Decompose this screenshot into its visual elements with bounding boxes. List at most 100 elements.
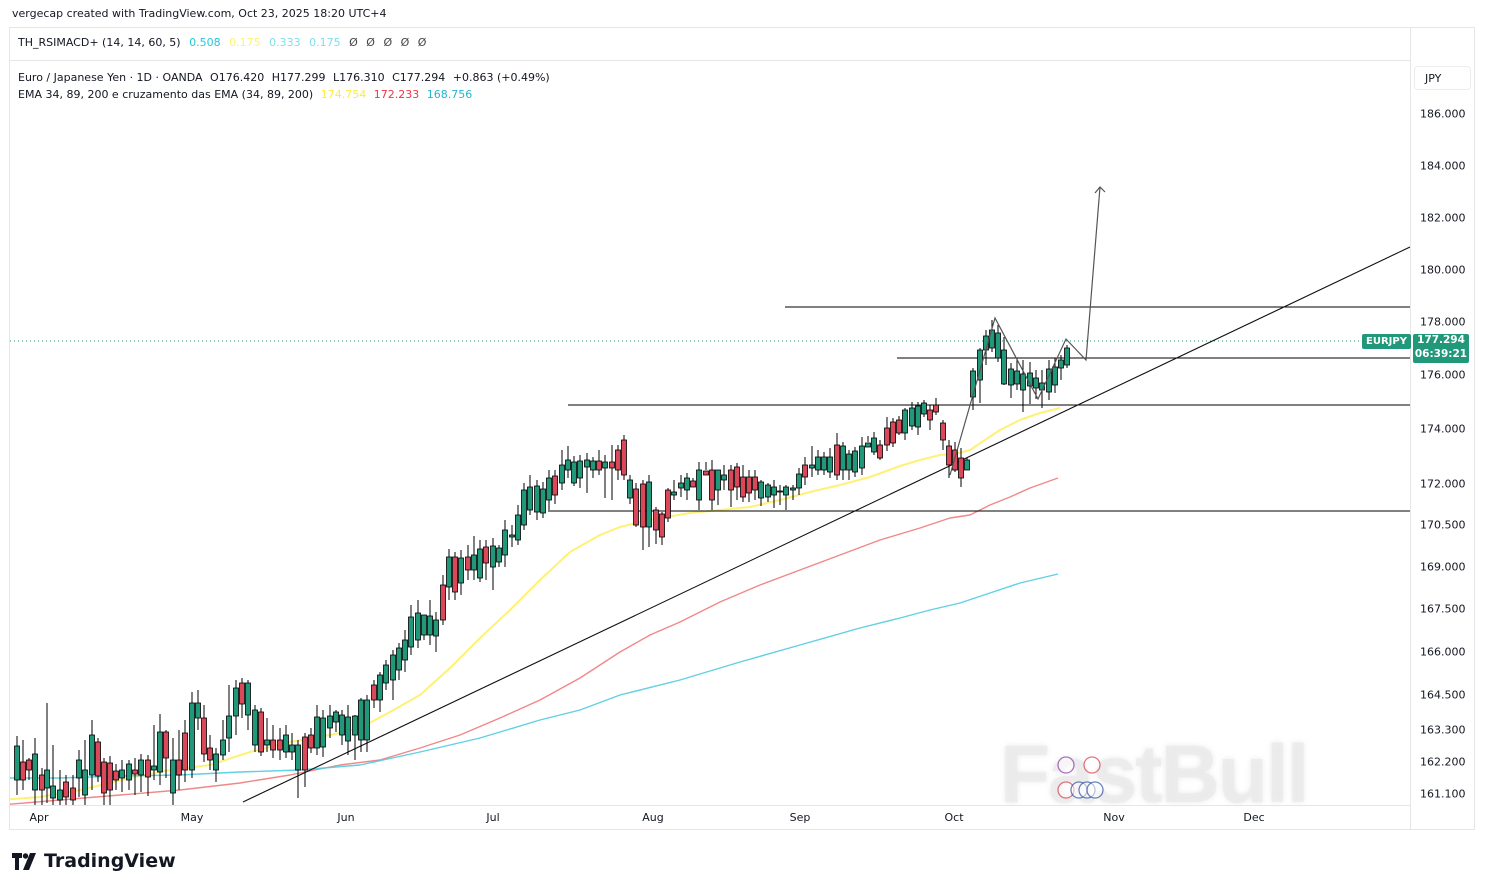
candle-up [964, 459, 970, 471]
candle-up [89, 734, 95, 776]
candle-up [571, 461, 577, 484]
candle-up [790, 487, 796, 491]
candle-down [308, 734, 314, 749]
candle-down [877, 444, 883, 459]
candle-up [1033, 377, 1039, 389]
candle-down [101, 761, 107, 794]
time-axis-label: Oct [944, 811, 964, 824]
candle-up [289, 744, 295, 753]
symbol-legend[interactable]: Euro / Japanese Yen · 1D · OANDA O176.42… [18, 69, 554, 103]
candle-down [39, 774, 45, 791]
candle-up [777, 490, 783, 493]
candle-up [509, 534, 515, 538]
ema-value: 174.754 [320, 88, 367, 101]
candle-up [827, 456, 833, 473]
candle-up [559, 464, 565, 484]
candle-up [433, 619, 439, 637]
candle-down [952, 449, 958, 471]
candle-up [540, 488, 546, 514]
time-axis-label: Aug [642, 811, 664, 824]
price-chart[interactable] [10, 60, 1410, 805]
candle-up [358, 699, 364, 741]
candle-down [958, 457, 964, 479]
candle-up [577, 460, 583, 479]
candle-up [126, 763, 132, 781]
candle-down [440, 584, 446, 621]
ema-line-ema200 [10, 573, 1059, 779]
ema-value: 172.233 [373, 88, 420, 101]
chart-frame [9, 27, 1475, 830]
indicator-value: 0.333 [269, 36, 301, 49]
candle-down [734, 466, 740, 488]
candle-up [295, 744, 301, 771]
candle-up [915, 405, 921, 428]
projection-path [949, 186, 1101, 476]
indicator-value: Ø [366, 36, 375, 49]
tradingview-brand: TradingView [44, 850, 176, 872]
price-axis-label: 161.100 [1420, 787, 1466, 801]
candle-down [207, 747, 213, 761]
candle-up [852, 450, 858, 473]
indicator-value: Ø [417, 36, 427, 49]
candle-down [483, 546, 489, 564]
candle-up [1008, 368, 1014, 386]
candle-up [534, 485, 540, 513]
candle-up [138, 759, 144, 776]
candle-up [364, 699, 370, 741]
candle-down [927, 409, 933, 421]
candle-down [640, 483, 646, 528]
candle-up [383, 664, 389, 684]
candle-up [1001, 349, 1007, 385]
candle-down [302, 736, 308, 771]
candle-down [371, 684, 377, 701]
candle-up [515, 514, 521, 541]
watermark-logo-icon [1086, 781, 1104, 799]
candle-up [1014, 370, 1020, 385]
price-axis-label: 169.000 [1420, 560, 1466, 574]
candle-up [32, 753, 38, 791]
price-axis-label: 170.500 [1420, 518, 1466, 532]
candle-down [465, 556, 471, 571]
indicator-legend[interactable]: TH_RSIMACD+ (14, 14, 60, 5) 0.508 0.175 … [18, 36, 431, 49]
candle-up [283, 734, 289, 753]
watermark-logo-icon [1083, 756, 1101, 774]
candle-down [752, 476, 758, 491]
price-axis-label: 176.000 [1420, 368, 1466, 382]
candle-up [1058, 359, 1064, 369]
price-axis-label: 166.000 [1420, 645, 1466, 659]
candle-up [44, 769, 50, 789]
candle-up [1020, 373, 1026, 391]
candle-down [107, 762, 113, 791]
indicator-value: 0.508 [189, 36, 221, 49]
candle-down [145, 759, 151, 778]
candle-down [884, 427, 890, 446]
candle-down [896, 419, 902, 434]
candle-up [765, 484, 771, 498]
candle-up [627, 479, 633, 499]
candle-up [796, 473, 802, 489]
candle-up [715, 469, 721, 491]
candle-up [314, 716, 320, 749]
candle-up [521, 489, 527, 526]
candle-up [1064, 347, 1070, 366]
candle-up [189, 702, 195, 771]
ema-legend-line: EMA 34, 89, 200 e cruzamento das EMA (34… [18, 86, 554, 103]
price-axis-label: 172.000 [1420, 477, 1466, 491]
candle-up [264, 739, 270, 746]
indicator-pane[interactable]: TH_RSIMACD+ (14, 14, 60, 5) 0.508 0.175 … [10, 28, 1410, 61]
candle-down [746, 476, 752, 494]
time-axis-label: Dec [1243, 811, 1265, 824]
candle-up [977, 349, 983, 381]
candle-up [320, 717, 326, 748]
time-axis[interactable]: Apr May Jun Jul Aug Sep Oct Nov Dec [10, 805, 1410, 830]
ohlc-low: L176.310 [332, 71, 385, 84]
candle-up [809, 464, 815, 469]
currency-button[interactable]: JPY [1414, 66, 1471, 90]
price-axis-label: 163.300 [1420, 723, 1466, 737]
candle-down [665, 489, 671, 519]
price-axis-separator [1410, 28, 1411, 829]
candle-up [902, 409, 908, 434]
candle-down [834, 444, 840, 476]
candle-up [427, 615, 433, 636]
candle-up [390, 654, 396, 681]
